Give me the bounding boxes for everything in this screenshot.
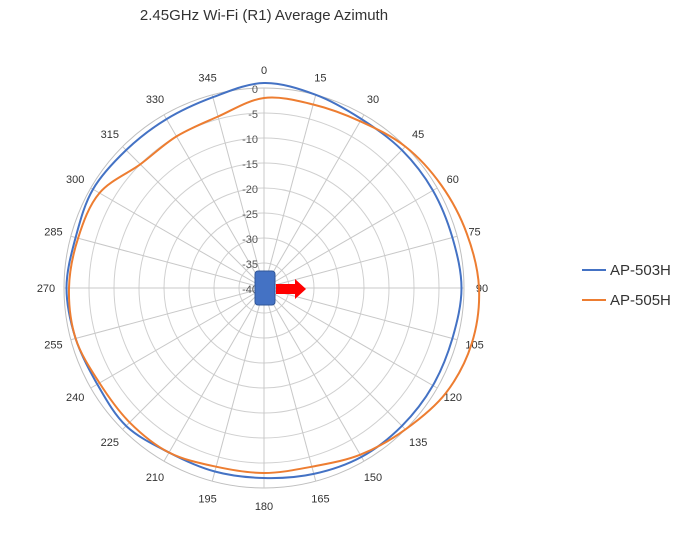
access-point-icon [254, 270, 276, 306]
grid-spoke [263, 287, 438, 389]
angle-tick-label: 30 [367, 94, 379, 106]
grid-spoke [163, 287, 265, 462]
angle-tick-label: 45 [412, 129, 424, 141]
grid-spoke [263, 287, 458, 341]
grid-spoke [90, 287, 265, 389]
radial-tick-label: -30 [242, 234, 258, 246]
grid-spoke [263, 235, 458, 289]
angle-tick-label: 60 [447, 174, 459, 186]
radial-tick-label: -5 [248, 109, 258, 121]
grid-spoke [211, 94, 265, 289]
radial-tick-label: -25 [242, 209, 258, 221]
radial-tick-label: -35 [242, 259, 258, 271]
angle-tick-label: 120 [444, 392, 462, 404]
radial-tick-label: -40 [242, 284, 258, 296]
grid-spoke [70, 235, 265, 289]
series-line-ap-503h [65, 81, 463, 480]
grid-spoke [211, 287, 265, 482]
radial-tick-label: 0 [252, 84, 258, 96]
radial-tick-label: -15 [242, 159, 258, 171]
angle-tick-label: 315 [101, 129, 119, 141]
chart-title: 2.45GHz Wi-Fi (R1) Average Azimuth [140, 7, 388, 24]
angle-tick-label: 225 [101, 437, 119, 449]
radial-tick-label: -10 [242, 134, 258, 146]
angle-tick-label: 270 [37, 283, 55, 295]
grid-spoke [263, 146, 406, 289]
angle-tick-label: 0 [261, 65, 267, 77]
grid-spoke [122, 287, 265, 430]
arrow-right-icon [276, 279, 306, 299]
angle-tick-label: 105 [465, 339, 483, 351]
angle-tick-label: 255 [44, 339, 62, 351]
grid-spoke [122, 146, 265, 289]
angle-tick-label: 135 [409, 437, 427, 449]
angle-tick-label: 15 [314, 72, 326, 84]
grid-spoke [70, 287, 265, 341]
series-layer [65, 81, 481, 480]
grid-spoke [90, 187, 265, 289]
angle-tick-label: 345 [198, 72, 216, 84]
grid-spoke [263, 287, 406, 430]
angle-tick-label: 90 [476, 283, 488, 295]
legend: AP-503H AP-505H [582, 262, 671, 309]
angle-tick-label: 285 [44, 227, 62, 239]
angle-tick-label: 195 [198, 494, 216, 506]
grid-spoke [263, 94, 317, 289]
angle-tick-label: 300 [66, 174, 84, 186]
device-marker [254, 270, 306, 306]
grid-spoke [263, 114, 365, 289]
angle-tick-label: 240 [66, 392, 84, 404]
angle-tick-label: 75 [468, 227, 480, 239]
polar-grid: 0 15 30 45 60 75 90 105 120 135 150 165 180 195 210 225… [37, 65, 488, 513]
legend-label-ap-505h: AP-505H [610, 292, 671, 309]
angle-tick-label: 150 [364, 472, 382, 484]
angle-tick-label: 165 [311, 494, 329, 506]
grid-spoke [263, 287, 365, 462]
angle-tick-label: 330 [146, 94, 164, 106]
grid-spoke [263, 287, 317, 482]
radial-tick-label: -20 [242, 184, 258, 196]
grid-spoke [263, 187, 438, 289]
angle-tick-label: 210 [146, 472, 164, 484]
series-line-ap-505h [67, 96, 481, 475]
legend-label-ap-503h: AP-503H [610, 262, 671, 279]
grid-spoke [163, 114, 265, 289]
angle-tick-label: 180 [255, 501, 273, 513]
